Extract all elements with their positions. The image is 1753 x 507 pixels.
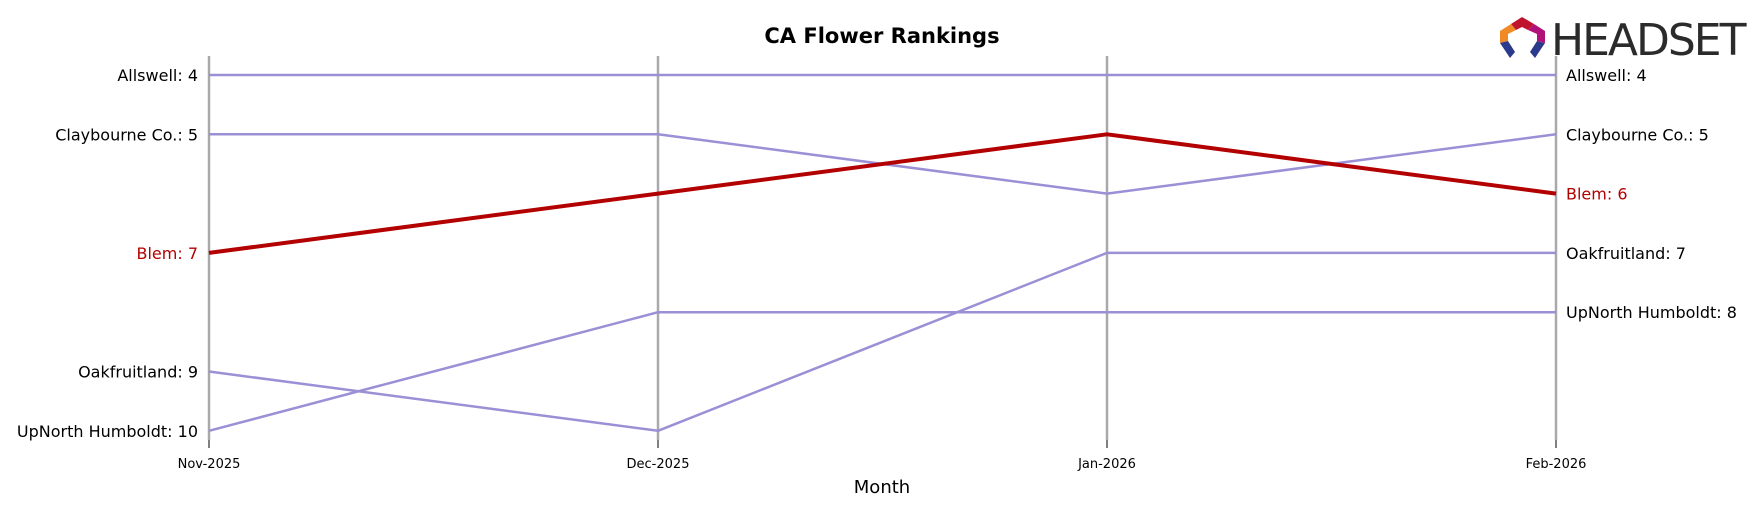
left-labels: Allswell: 4 Claybourne Co.: 5 Blem: 7 Oakfr…	[17, 66, 198, 441]
x-tick-label: Jan-2026	[1077, 457, 1136, 472]
series-line-blem	[208, 132, 1557, 255]
x-tick-label: Feb-2026	[1526, 457, 1587, 472]
chart-title: CA Flower Rankings	[764, 24, 999, 48]
left-end-label: UpNorth Humboldt: 10	[17, 422, 198, 441]
right-end-label: Oakfruitland: 7	[1566, 244, 1686, 263]
right-end-label: Allswell: 4	[1566, 66, 1647, 85]
right-labels: Allswell: 4 Claybourne Co.: 5 Blem: 6 Oakfr…	[1566, 66, 1737, 322]
headset-logo: HEADSET	[1500, 15, 1749, 66]
left-end-label: Allswell: 4	[117, 66, 198, 85]
left-end-label: Claybourne Co.: 5	[55, 125, 198, 144]
x-axis-label: Month	[854, 477, 910, 498]
right-end-label: Blem: 6	[1566, 185, 1628, 204]
grid-lines	[207, 56, 1558, 440]
series-line-oakfruitland	[208, 251, 1556, 433]
left-end-label: Oakfruitland: 9	[78, 363, 198, 382]
headset-logo-text: HEADSET	[1551, 15, 1747, 66]
right-end-label: Claybourne Co.: 5	[1566, 125, 1709, 144]
x-axis-ticks: Nov-2025 Dec-2025 Jan-2026 Feb-2026	[178, 440, 1587, 472]
left-end-label: Blem: 7	[136, 244, 198, 263]
series-lines	[208, 73, 1557, 433]
headset-hexagon-logo-icon	[1500, 17, 1545, 58]
series-line-upnorth-humboldt	[208, 310, 1556, 433]
x-tick-label: Nov-2025	[178, 457, 241, 472]
right-end-label: UpNorth Humboldt: 8	[1566, 303, 1737, 322]
x-tick-label: Dec-2025	[627, 457, 690, 472]
